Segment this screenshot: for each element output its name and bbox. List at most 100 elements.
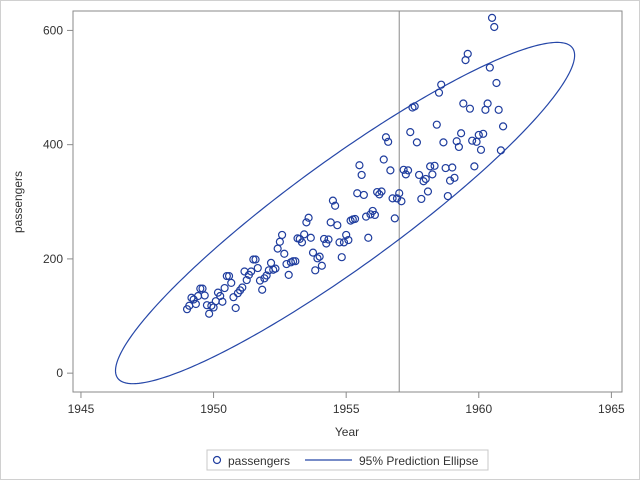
data-point bbox=[463, 49, 472, 58]
data-point bbox=[196, 284, 205, 293]
data-point bbox=[454, 142, 463, 152]
data-point bbox=[324, 235, 333, 244]
legend-label-passengers: passengers bbox=[228, 454, 290, 468]
data-point bbox=[390, 214, 399, 223]
data-point bbox=[498, 122, 508, 131]
data-point bbox=[308, 248, 318, 257]
data-point bbox=[319, 234, 329, 244]
data-point bbox=[417, 194, 426, 204]
data-point bbox=[357, 170, 366, 180]
data-point bbox=[379, 155, 388, 164]
data-point bbox=[302, 218, 311, 227]
data-point bbox=[468, 136, 477, 145]
data-point bbox=[428, 170, 437, 179]
data-point bbox=[322, 239, 331, 248]
data-point bbox=[437, 80, 446, 89]
data-point bbox=[262, 271, 271, 280]
data-point bbox=[399, 165, 408, 174]
data-point bbox=[258, 285, 267, 294]
data-point bbox=[220, 283, 229, 293]
data-point bbox=[311, 266, 320, 275]
x-axis-label: Year bbox=[335, 425, 359, 439]
data-point bbox=[403, 166, 413, 175]
data-point bbox=[457, 129, 466, 138]
data-point bbox=[430, 161, 439, 170]
data-point bbox=[297, 238, 307, 247]
data-point bbox=[289, 257, 298, 266]
data-point bbox=[277, 230, 287, 240]
legend-marker-circle-icon bbox=[212, 455, 222, 465]
prediction-ellipse bbox=[114, 41, 576, 385]
data-point bbox=[381, 133, 391, 142]
data-point bbox=[465, 104, 475, 113]
data-point bbox=[317, 261, 326, 270]
data-point bbox=[229, 293, 238, 302]
data-point bbox=[397, 197, 406, 206]
x-tick-label: 1965 bbox=[598, 402, 625, 416]
data-point bbox=[450, 173, 459, 182]
data-point bbox=[434, 88, 444, 97]
data-point bbox=[291, 257, 300, 266]
data-point bbox=[350, 214, 360, 224]
y-axis-label: passengers bbox=[11, 171, 25, 233]
data-point bbox=[377, 187, 386, 196]
data-point bbox=[339, 238, 349, 247]
data-point bbox=[200, 291, 209, 300]
data-point bbox=[474, 130, 483, 140]
data-point bbox=[368, 206, 377, 216]
data-point bbox=[231, 303, 240, 313]
data-point bbox=[410, 102, 419, 111]
data-point bbox=[487, 13, 497, 22]
data-point bbox=[370, 210, 380, 220]
data-point bbox=[191, 299, 200, 309]
data-point bbox=[331, 201, 340, 210]
data-point bbox=[242, 275, 251, 285]
data-point bbox=[313, 254, 322, 263]
y-tick-label: 400 bbox=[43, 138, 63, 152]
data-point bbox=[395, 189, 404, 198]
data-point bbox=[306, 233, 315, 242]
y-tick-label: 600 bbox=[43, 23, 63, 37]
data-point bbox=[470, 162, 479, 171]
data-point bbox=[271, 264, 280, 273]
legend-label-ellipse: 95% Prediction Ellipse bbox=[359, 454, 479, 468]
data-point bbox=[205, 309, 214, 318]
data-point bbox=[432, 120, 441, 129]
data-point bbox=[373, 187, 382, 197]
data-point bbox=[315, 252, 324, 261]
data-point bbox=[337, 253, 346, 262]
data-point bbox=[280, 249, 289, 258]
data-point bbox=[222, 271, 231, 281]
data-point bbox=[333, 221, 342, 230]
data-point bbox=[492, 78, 501, 88]
data-point bbox=[335, 238, 344, 247]
data-point bbox=[485, 63, 494, 72]
data-point bbox=[479, 129, 488, 138]
data-point bbox=[304, 213, 313, 222]
data-point bbox=[218, 297, 227, 306]
plot-area bbox=[72, 10, 623, 393]
data-point bbox=[412, 138, 421, 147]
data-point bbox=[401, 170, 410, 179]
data-point bbox=[326, 218, 335, 227]
y-tick-label: 200 bbox=[43, 252, 63, 266]
data-point bbox=[421, 174, 430, 184]
x-tick-label: 1945 bbox=[68, 402, 95, 416]
data-point bbox=[384, 137, 393, 146]
data-point bbox=[406, 127, 415, 137]
data-point bbox=[355, 161, 364, 170]
x-tick-label: 1950 bbox=[200, 402, 227, 416]
data-point bbox=[483, 99, 492, 108]
data-point bbox=[388, 194, 397, 203]
data-point bbox=[494, 105, 503, 114]
data-point bbox=[459, 99, 468, 108]
data-point bbox=[364, 233, 373, 242]
data-point bbox=[255, 276, 265, 285]
data-point bbox=[342, 230, 351, 240]
data-point bbox=[439, 138, 448, 147]
data-point bbox=[423, 187, 433, 196]
x-tick-label: 1960 bbox=[465, 402, 492, 416]
data-point bbox=[251, 255, 260, 264]
data-point bbox=[207, 301, 216, 310]
